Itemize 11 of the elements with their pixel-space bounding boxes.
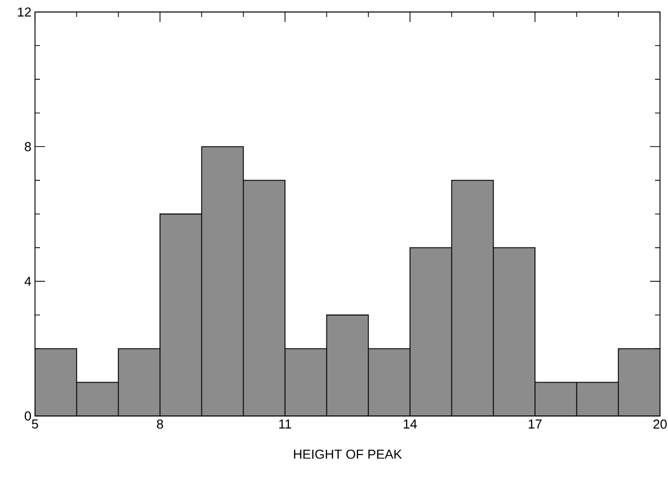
- x-axis-title: HEIGHT OF PEAK: [294, 450, 402, 459]
- x-tick-label: 11: [279, 420, 292, 428]
- x-tick-label: 5: [32, 420, 38, 429]
- y-tick-label: 12: [18, 7, 31, 17]
- y-tick-label: 0: [24, 411, 31, 421]
- x-tick-label: 8: [156, 420, 164, 429]
- x-tick-label: 14: [404, 420, 417, 428]
- y-tick-label: 4: [24, 276, 32, 286]
- x-tick-label: 20: [653, 420, 667, 429]
- y-tick-label: 8: [24, 142, 31, 152]
- x-tick-label: 17: [528, 420, 542, 428]
